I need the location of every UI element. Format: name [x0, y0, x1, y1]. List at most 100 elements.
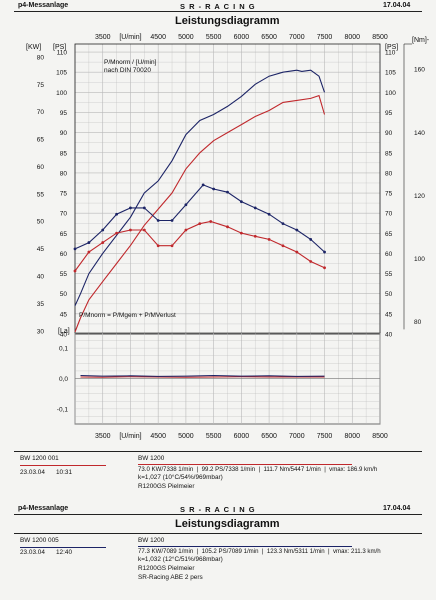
main-axes: 3500 3500 [U/min] [U/min] 4500 4500 5000 5000 55… — [26, 34, 430, 440]
ps-left-tick-label: 110 — [57, 50, 68, 57]
ps-left-tick-label: 105 — [56, 70, 67, 77]
lambda-line-bw-1200-001 — [80, 376, 325, 378]
lambda-tick-label: 0,1 — [59, 346, 68, 353]
kw-tick-label: 60 — [37, 164, 45, 171]
torque-point — [212, 187, 216, 191]
torque-point — [323, 266, 326, 270]
page2-chart-title: Leistungsdiagramm — [175, 518, 280, 530]
x-tick-label-top: 7000 — [289, 34, 305, 41]
torque-point — [115, 231, 118, 235]
x-tick-label-bottom: 8000 — [344, 433, 360, 440]
run1-name: BW 1200 — [138, 455, 165, 462]
lambda-line-bw-1200-005 — [80, 374, 325, 377]
run2-id: BW 1200 005 — [20, 537, 59, 544]
print-date: 17.04.04 — [383, 2, 411, 9]
torque-point — [156, 244, 160, 248]
x-tick-label-bottom: 6000 — [234, 433, 250, 440]
ps-left-tick-label: 95 — [60, 110, 68, 117]
torque-point — [156, 219, 160, 222]
nm-tick-label: 160 — [414, 67, 425, 74]
ps-left-tick-label: 55 — [60, 271, 68, 278]
nm-tick-label: 140 — [414, 130, 425, 137]
kw-tick-label: 75 — [37, 82, 45, 89]
ps-left-tick-label: 70 — [60, 211, 68, 218]
torque-point — [129, 228, 132, 232]
torque-point — [142, 206, 146, 210]
ps-right-tick-label: 85 — [385, 150, 393, 157]
run2-date: 23.03.04 — [20, 549, 45, 556]
torque-point — [226, 225, 229, 229]
ps-left-axis-label: [PS] — [53, 44, 66, 51]
ps-right-tick-label: 55 — [385, 271, 393, 278]
torque-point — [129, 206, 132, 210]
x-tick-label-top: [U/min] — [119, 34, 141, 41]
x-tick-label-bottom: 4500 — [150, 433, 166, 440]
torque-point — [73, 269, 77, 273]
torque-point — [101, 241, 105, 244]
page2-print-date: 17.04.04 — [383, 505, 411, 512]
x-tick-label-top: 6500 — [261, 34, 277, 41]
x-tick-label-bottom: 7500 — [317, 433, 333, 440]
run2-time: 12:40 — [56, 549, 72, 556]
ps-left-tick-label: 80 — [60, 170, 68, 177]
run2-name: BW 1200 — [138, 537, 165, 544]
x-tick-label-bottom: [U/min] — [119, 433, 141, 440]
page2-legend-rule — [14, 533, 422, 534]
run1-date: 23.03.04 — [20, 469, 45, 476]
ps-left-tick-label: 75 — [60, 191, 68, 198]
torque-point — [267, 238, 271, 241]
torque-point — [209, 220, 213, 223]
ps-right-tick-label: 65 — [385, 231, 393, 238]
run2-line — [138, 546, 352, 547]
nm-tick-label: 80 — [414, 319, 422, 326]
torque-point — [323, 250, 326, 254]
ps-right-tick-label: 90 — [385, 130, 393, 137]
lambda-tick-label: 0,0 — [59, 376, 68, 383]
run2-extra: SR-Racing ABE 2 pers — [138, 574, 203, 581]
ps-right-tick-label: 45 — [385, 311, 393, 318]
x-tick-label-top: 8000 — [344, 34, 360, 41]
run1-time: 10:31 — [56, 469, 72, 476]
nm-tick-label: 120 — [414, 193, 425, 200]
torque-point — [309, 238, 313, 241]
torque-point — [87, 241, 91, 244]
power-line-bw-1200-005 — [74, 69, 326, 307]
torque-point — [253, 234, 257, 238]
legend-rule-top — [14, 451, 422, 452]
page2-brand-name: S R - R A C I N G — [180, 505, 256, 514]
kw-tick-label: 30 — [37, 328, 45, 335]
ps-left-tick-label: 45 — [60, 311, 68, 318]
torque-point — [226, 190, 229, 194]
x-tick-label-top: 5500 — [206, 34, 222, 41]
page2-header-rule — [14, 514, 422, 515]
torque-point — [295, 250, 299, 254]
run1-line — [138, 464, 352, 465]
kw-tick-label: 65 — [37, 137, 45, 144]
run1-swatch — [20, 465, 106, 466]
run1-values: 73.0 KW/7338 1/min | 99.2 PS/7338 1/min … — [138, 466, 378, 473]
ps-right-tick-label: 110 — [385, 50, 396, 57]
run2-conditions: k=1,032 (12°C/51%/968mbar) — [138, 556, 223, 563]
run2-values: 77.3 KW/7089 1/min | 105.2 PS/7089 1/min… — [138, 548, 381, 555]
x-tick-label-top: 5000 — [178, 34, 194, 41]
main-series — [73, 69, 326, 333]
kw-tick-label: 70 — [37, 109, 45, 116]
x-tick-label-bottom: 7000 — [289, 433, 305, 440]
ps-left-tick-label: 100 — [56, 90, 67, 97]
lambda-grid — [74, 332, 381, 425]
ps-right-tick-label: 95 — [385, 110, 393, 117]
system-label: p4-Messanlage — [18, 2, 69, 9]
ps-left-tick-label: 85 — [60, 150, 68, 157]
torque-point — [281, 244, 285, 248]
torque-point — [309, 260, 313, 263]
ps-left-tick-label: 65 — [60, 231, 68, 238]
torque-point — [73, 247, 77, 251]
ps-right-tick-label: 80 — [385, 170, 393, 177]
ps-right-tick-label: 60 — [385, 251, 393, 258]
brand-name: S R - R A C I N G — [180, 2, 256, 11]
main-grid — [74, 44, 381, 335]
x-tick-label-bottom: 5000 — [178, 433, 194, 440]
annotation-din: nach DIN 70020 — [104, 67, 151, 74]
header-rule — [14, 11, 422, 12]
x-tick-label-bottom: 8500 — [372, 433, 388, 440]
